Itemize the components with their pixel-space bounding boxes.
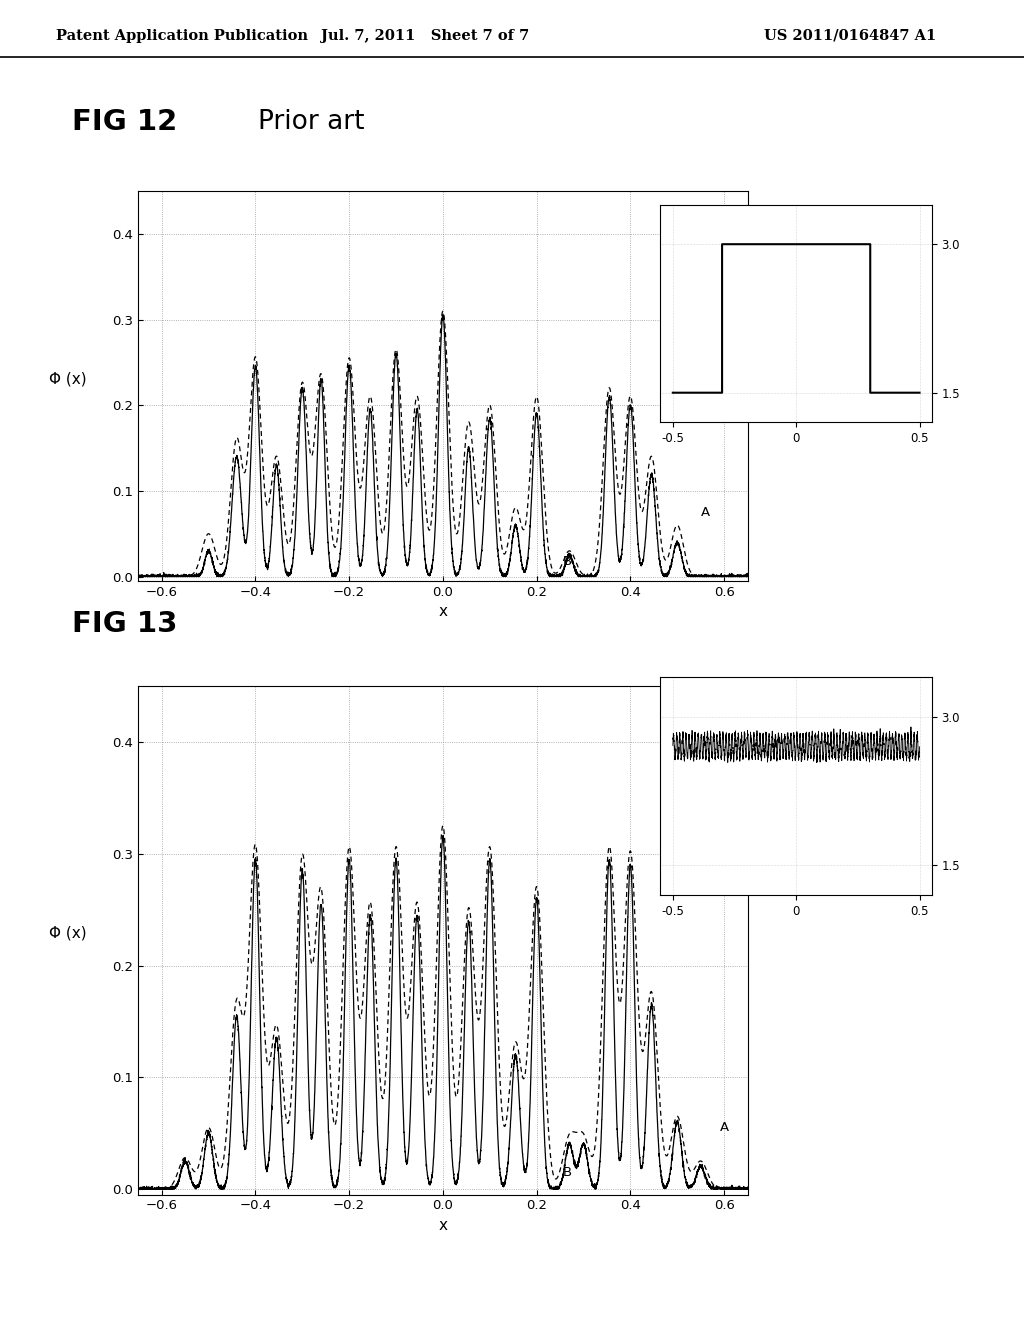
Text: A: A (720, 1121, 728, 1134)
Text: Prior art: Prior art (258, 110, 365, 135)
Text: FIG 12: FIG 12 (72, 108, 177, 136)
X-axis label: x: x (438, 1218, 447, 1233)
Text: US 2011/0164847 A1: US 2011/0164847 A1 (764, 29, 936, 42)
Text: B: B (562, 554, 571, 568)
Y-axis label: Φ (x): Φ (x) (49, 371, 87, 385)
Text: B: B (562, 1166, 571, 1179)
Text: A: A (700, 506, 710, 519)
Text: Jul. 7, 2011   Sheet 7 of 7: Jul. 7, 2011 Sheet 7 of 7 (321, 29, 529, 42)
Text: FIG 13: FIG 13 (72, 610, 177, 639)
X-axis label: x: x (438, 605, 447, 619)
Text: Patent Application Publication: Patent Application Publication (56, 29, 308, 42)
Y-axis label: Φ (x): Φ (x) (49, 925, 87, 940)
